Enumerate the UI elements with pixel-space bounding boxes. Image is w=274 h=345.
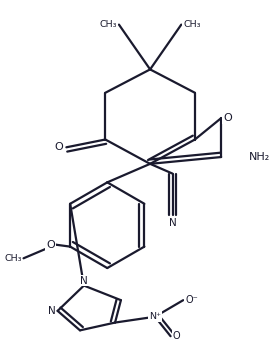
Text: N⁺: N⁺ [149,312,161,321]
Text: N: N [48,306,56,316]
Text: CH₃: CH₃ [4,254,22,263]
Text: NH₂: NH₂ [249,152,270,162]
Text: N: N [80,276,88,286]
Text: O: O [55,142,64,152]
Text: O⁻: O⁻ [185,295,198,305]
Text: CH₃: CH₃ [183,20,201,29]
Text: CH₃: CH₃ [99,20,117,29]
Text: O: O [173,331,180,341]
Text: N: N [169,218,176,228]
Text: O: O [46,240,55,250]
Text: O: O [223,113,232,123]
